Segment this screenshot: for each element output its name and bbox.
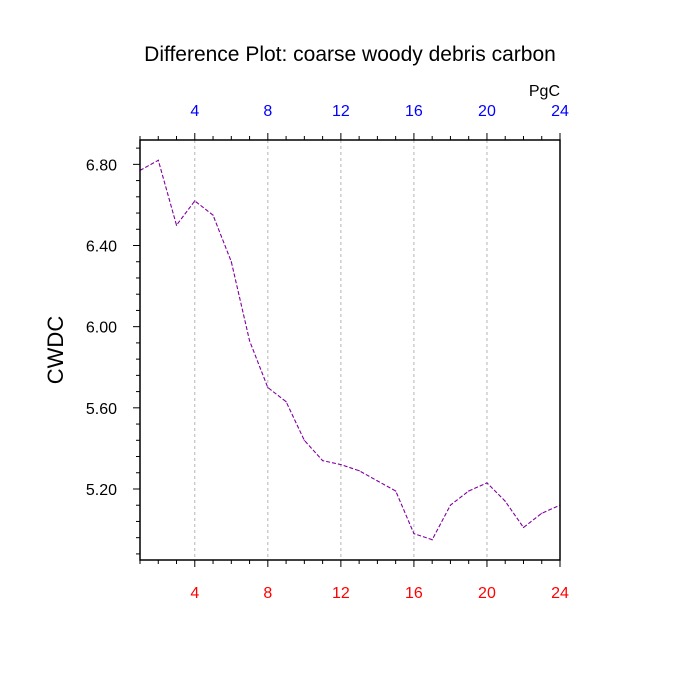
data-point [175,224,178,226]
data-point [194,200,196,202]
data-point [230,261,232,263]
x-tick-label-top: 4 [190,103,199,120]
axis-layer: 4 4 8 8 12 12 16 16 20 20 24 24 5.20 5.60 6.00 6.40 6.80 [86,103,569,602]
data-point [285,401,287,403]
data-point [358,470,360,472]
x-tick-label: 24 [551,585,569,602]
x-tick-label: 16 [405,585,423,602]
unit-label: PgC [529,83,560,100]
y-tick-label: 6.40 [86,239,117,256]
data-point [449,504,452,506]
data-point [267,386,269,389]
grid-layer [194,140,488,560]
y-tick-label: 5.20 [86,482,117,499]
data-point [212,214,214,216]
data-point [468,490,470,492]
plot-frame [139,139,561,561]
data-point [303,439,305,441]
data-point [541,512,543,514]
data-point [248,340,251,342]
data-point [486,482,488,484]
chart-title: Difference Plot: coarse woody debris car… [144,43,556,66]
data-point [157,159,159,161]
y-tick-label: 6.00 [86,320,117,337]
y-tick-label: 6.80 [86,157,117,174]
data-point [504,500,506,502]
data-point [376,480,378,482]
x-tick-label-top: 20 [478,103,496,120]
data-point [322,459,324,462]
data-point [395,490,397,492]
x-tick-label: 8 [263,585,272,602]
y-tick-label: 5.60 [86,401,117,418]
data-point [340,464,342,466]
data-point [522,526,525,529]
x-tick-label: 20 [478,585,496,602]
x-tick-label-top: 16 [405,103,423,120]
series-line [139,159,561,541]
data-point [413,533,415,535]
x-tick-label: 12 [332,585,350,602]
x-tick-label-top: 8 [263,103,272,120]
series-layer [139,159,561,541]
x-tick-label-top: 12 [332,103,350,120]
y-axis-label: CWDC [43,316,68,385]
data-point [431,539,433,541]
x-tick-label: 4 [190,585,199,602]
x-tick-label-top: 24 [551,103,569,120]
